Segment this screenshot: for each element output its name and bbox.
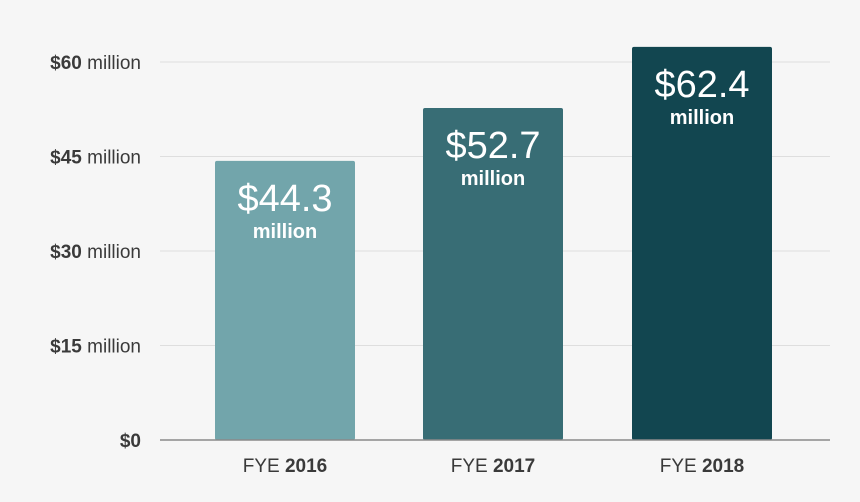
y-tick-amount: $15 bbox=[50, 337, 82, 358]
y-tick-label: $60 million bbox=[50, 53, 141, 74]
y-tick-amount: $60 bbox=[50, 53, 82, 74]
x-tick-label: FYE 2018 bbox=[660, 456, 745, 477]
bar bbox=[423, 107, 563, 441]
x-tick-year: 2016 bbox=[285, 456, 327, 477]
bar-value-label: $44.3 bbox=[237, 178, 332, 220]
x-tick-prefix: FYE bbox=[451, 456, 493, 477]
y-tick-amount: $45 bbox=[50, 148, 82, 169]
y-tick-amount: $30 bbox=[50, 242, 82, 263]
y-tick-label: $30 million bbox=[50, 242, 141, 263]
x-tick-label: FYE 2016 bbox=[243, 456, 328, 477]
bar-unit-label: million bbox=[461, 168, 525, 190]
y-tick-unit: million bbox=[82, 53, 141, 74]
x-tick-prefix: FYE bbox=[660, 456, 702, 477]
y-tick-unit: million bbox=[82, 148, 141, 169]
y-tick-unit: million bbox=[82, 242, 141, 263]
bar bbox=[215, 160, 355, 440]
y-tick-label: $15 million bbox=[50, 337, 141, 358]
x-tick-label: FYE 2017 bbox=[451, 456, 536, 477]
bar bbox=[632, 46, 772, 440]
y-tick-label: $45 million bbox=[50, 148, 141, 169]
x-tick-prefix: FYE bbox=[243, 456, 285, 477]
x-tick-year: 2017 bbox=[493, 456, 535, 477]
y-tick-label: $0 bbox=[120, 431, 141, 452]
bar-value-label: $62.4 bbox=[654, 64, 749, 106]
x-tick-year: 2018 bbox=[702, 456, 744, 477]
y-tick-amount: $0 bbox=[120, 431, 141, 452]
bar-value-label: $52.7 bbox=[445, 125, 540, 167]
bar-unit-label: million bbox=[253, 221, 317, 243]
y-tick-unit: million bbox=[82, 337, 141, 358]
bar-unit-label: million bbox=[670, 107, 734, 129]
